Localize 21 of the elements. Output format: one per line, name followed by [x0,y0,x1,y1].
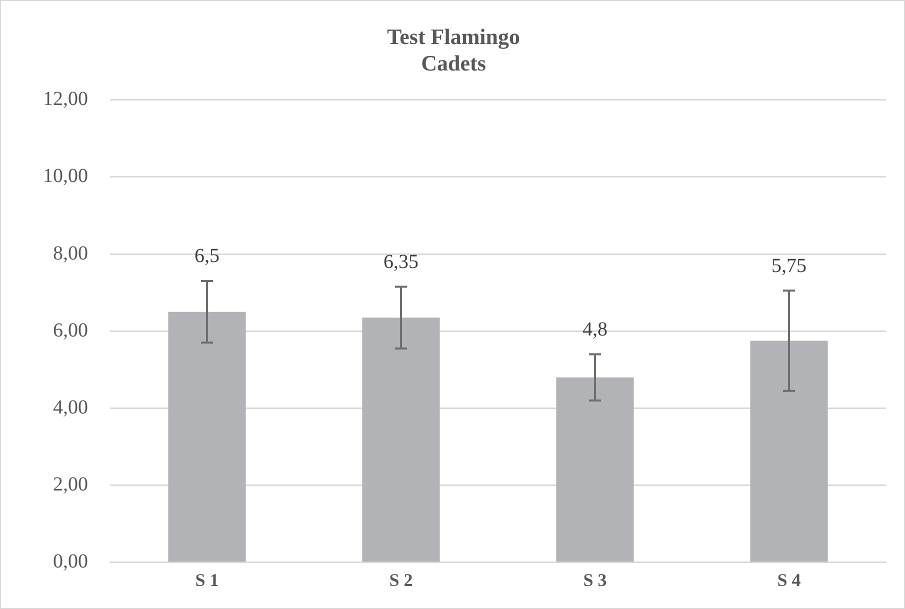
data-label: 4,8 [582,318,608,340]
x-tick-label: S 3 [583,570,607,590]
x-tick-label: S 4 [777,570,801,590]
chart-title: Test Flamingo [386,24,520,49]
y-tick-label: 2,00 [53,474,88,496]
y-tick-label: 0,00 [53,550,88,573]
chart-subtitle: Cadets [421,50,486,76]
bar [556,377,634,562]
y-tick-label: 10,00 [43,165,88,188]
y-tick-label: 6,00 [53,319,88,342]
y-tick-label: 4,00 [53,396,88,418]
data-label: 5,75 [772,254,806,277]
x-tick-label: S 2 [389,570,413,590]
data-label: 6,35 [384,251,418,274]
bar [362,318,440,562]
y-tick-label: 12,00 [43,88,88,110]
data-label: 6,5 [194,245,220,268]
x-tick-label: S 1 [195,570,219,590]
bar [750,340,828,562]
y-tick-label: 8,00 [53,242,88,264]
bar [168,312,246,562]
